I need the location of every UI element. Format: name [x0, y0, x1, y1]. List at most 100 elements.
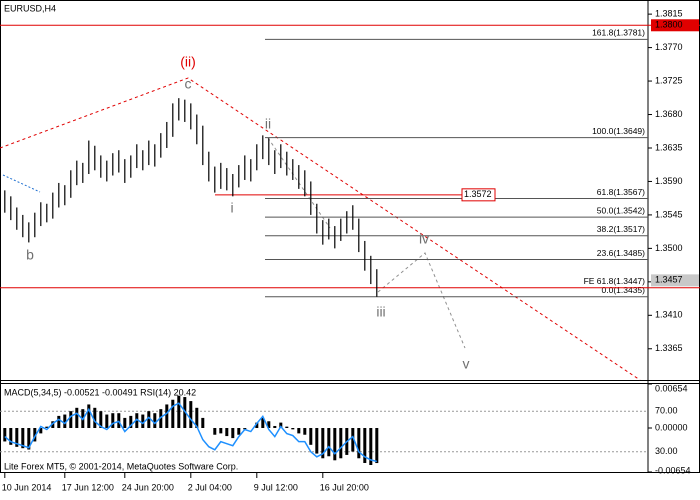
projection-line — [377, 252, 466, 349]
macd-bar — [93, 407, 97, 428]
macd-bar — [57, 415, 61, 428]
x-tick-label: 24 Jun 20:00 — [122, 482, 174, 492]
macd-bar — [363, 428, 367, 463]
trend-line — [0, 77, 641, 381]
macd-bar — [141, 414, 145, 428]
macd-bar — [189, 401, 193, 428]
macd-bar — [39, 428, 43, 434]
macd-bar — [297, 428, 301, 434]
y-tick-label: 0.00654 — [655, 383, 688, 393]
fib-label: 38.2(1.3517) — [597, 224, 645, 234]
fib-label: 50.0(1.3542) — [597, 205, 645, 215]
macd-bar — [279, 422, 283, 428]
macd-bar — [309, 428, 313, 445]
x-tick-label: 9 Jul 12:00 — [254, 482, 298, 492]
macd-bar — [213, 428, 217, 435]
macd-bar — [261, 417, 265, 428]
y-tick-label: 1.3815 — [655, 9, 683, 19]
wave-label: ii — [265, 116, 271, 132]
macd-bar — [333, 428, 337, 461]
macd-bar — [231, 428, 235, 439]
x-tick-label: 10 Jun 2014 — [2, 482, 52, 492]
macd-bar — [105, 414, 109, 428]
macd-bar — [165, 404, 169, 428]
macd-bar — [201, 417, 205, 428]
macd-bar — [171, 399, 175, 428]
level-label: 1.3800 — [655, 20, 683, 30]
macd-bar — [255, 422, 259, 428]
level-label: 1.3572 — [464, 189, 492, 199]
macd-bar — [351, 428, 355, 452]
macd-bar — [285, 426, 289, 428]
macd-bar — [153, 413, 157, 428]
macd-bar — [63, 414, 67, 428]
macd-bar — [129, 415, 133, 428]
level-box — [651, 19, 699, 32]
copyright: Lite Forex MT5, © 2001-2014, MetaQuotes … — [4, 461, 238, 471]
wave-label: iv — [419, 231, 429, 247]
macd-bar — [123, 417, 127, 428]
macd-bar — [69, 411, 73, 428]
macd-bar — [315, 428, 319, 454]
macd-bar — [159, 409, 163, 428]
macd-bar — [339, 428, 343, 459]
macd-bar — [357, 428, 361, 459]
macd-bar — [27, 428, 31, 450]
level-label: FE 61.8(1.3447) — [584, 276, 646, 286]
macd-bar — [327, 428, 331, 457]
macd-bar — [51, 421, 55, 428]
wave-label: b — [26, 247, 34, 263]
macd-bar — [267, 421, 271, 428]
fib-label: 100.0(1.3649) — [592, 126, 645, 136]
price-label: 1.3457 — [655, 275, 683, 285]
x-tick-label: 2 Jul 04:00 — [188, 482, 232, 492]
macd-bar — [375, 428, 379, 464]
y-tick-label: 1.3680 — [655, 109, 683, 119]
blue-line — [2, 174, 41, 193]
fib-label: 23.6(1.3485) — [597, 248, 645, 258]
wave-label: c — [185, 76, 192, 92]
y-tick-label: 1.3770 — [655, 42, 683, 52]
y-tick-label: 1.3410 — [655, 310, 683, 320]
macd-bar — [303, 428, 307, 435]
y-tick-label: 1.3500 — [655, 243, 683, 253]
macd-bar — [177, 395, 181, 428]
wave-label: v — [463, 356, 470, 372]
indicator-title: MACD(5,34,5) -0.00521 -0.00491 RSI(14) 2… — [4, 387, 196, 397]
macd-bar — [225, 428, 229, 437]
wave-label: (ii) — [180, 54, 196, 70]
y-tick-label: 1.3545 — [655, 209, 683, 219]
macd-bar — [33, 428, 37, 442]
macd-bar — [15, 428, 19, 447]
y-tick-label: -0.00654 — [655, 465, 691, 475]
fib-label: 161.8(1.3781) — [592, 28, 645, 38]
macd-bar — [147, 411, 151, 428]
x-tick-label: 16 Jul 20:00 — [320, 482, 369, 492]
macd-bar — [369, 428, 373, 466]
frame — [0, 0, 700, 473]
y2-tick-label: 70.00 — [655, 406, 678, 416]
macd-bar — [243, 428, 247, 430]
macd-bar — [45, 426, 49, 428]
y-tick-label: 1.3590 — [655, 176, 683, 186]
macd-bar — [99, 411, 103, 428]
macd-bar — [111, 413, 115, 428]
macd-bar — [9, 428, 13, 445]
y-tick-label: 1.3365 — [655, 343, 683, 353]
x-tick-label: 17 Jun 12:00 — [62, 482, 114, 492]
macd-bar — [273, 425, 277, 428]
level-box — [461, 188, 496, 202]
macd-bar — [321, 428, 325, 459]
y-tick-label: 1.3635 — [655, 142, 683, 152]
fib-label: 61.8(1.3567) — [597, 187, 645, 197]
macd-bar — [135, 413, 139, 428]
y2-tick-label: 30.00 — [655, 446, 678, 456]
y-tick-label: 0.00000 — [655, 422, 688, 432]
macd-bar — [195, 407, 199, 428]
macd-bar — [3, 428, 7, 442]
macd-bar — [237, 428, 241, 435]
macd-bar — [291, 428, 295, 430]
wave-label: i — [230, 200, 233, 216]
